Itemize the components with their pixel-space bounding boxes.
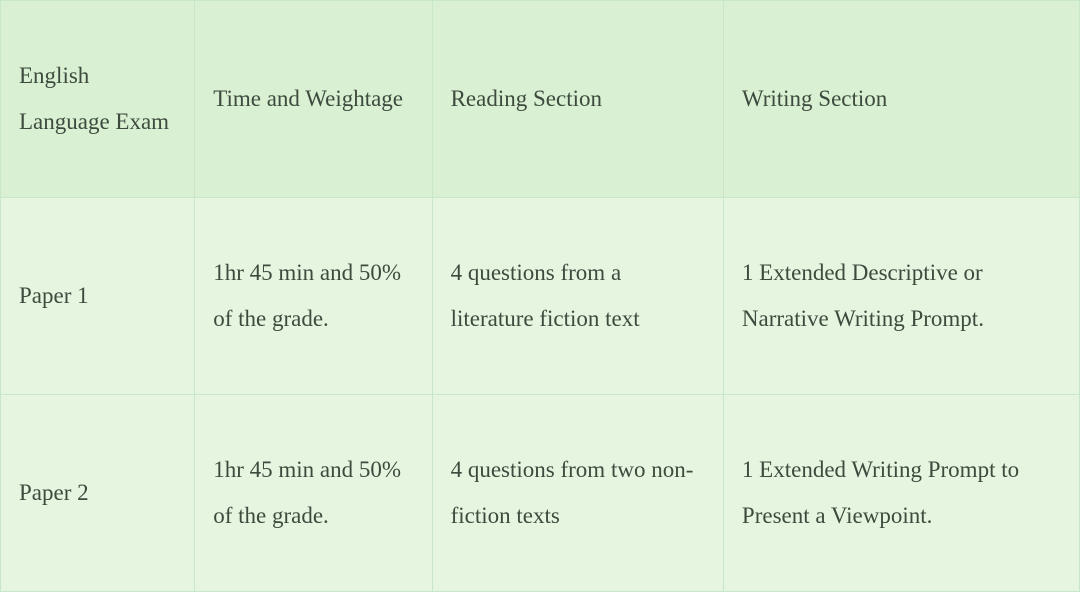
cell-reading: 4 questions from two non-fiction texts bbox=[432, 395, 723, 592]
header-cell-writing: Writing Section bbox=[723, 1, 1079, 198]
cell-time: 1hr 45 min and 50% of the grade. bbox=[195, 198, 432, 395]
table-row: Paper 1 1hr 45 min and 50% of the grade.… bbox=[1, 198, 1080, 395]
cell-writing: 1 Extended Writing Prompt to Present a V… bbox=[723, 395, 1079, 592]
header-cell-time: Time and Weightage bbox=[195, 1, 432, 198]
header-cell-exam: English Language Exam bbox=[1, 1, 195, 198]
exam-table: English Language Exam Time and Weightage… bbox=[0, 0, 1080, 592]
header-cell-reading: Reading Section bbox=[432, 1, 723, 198]
cell-paper: Paper 1 bbox=[1, 198, 195, 395]
cell-writing: 1 Extended Descriptive or Narrative Writ… bbox=[723, 198, 1079, 395]
cell-paper: Paper 2 bbox=[1, 395, 195, 592]
table-header-row: English Language Exam Time and Weightage… bbox=[1, 1, 1080, 198]
cell-time: 1hr 45 min and 50% of the grade. bbox=[195, 395, 432, 592]
table-row: Paper 2 1hr 45 min and 50% of the grade.… bbox=[1, 395, 1080, 592]
cell-reading: 4 questions from a literature fiction te… bbox=[432, 198, 723, 395]
